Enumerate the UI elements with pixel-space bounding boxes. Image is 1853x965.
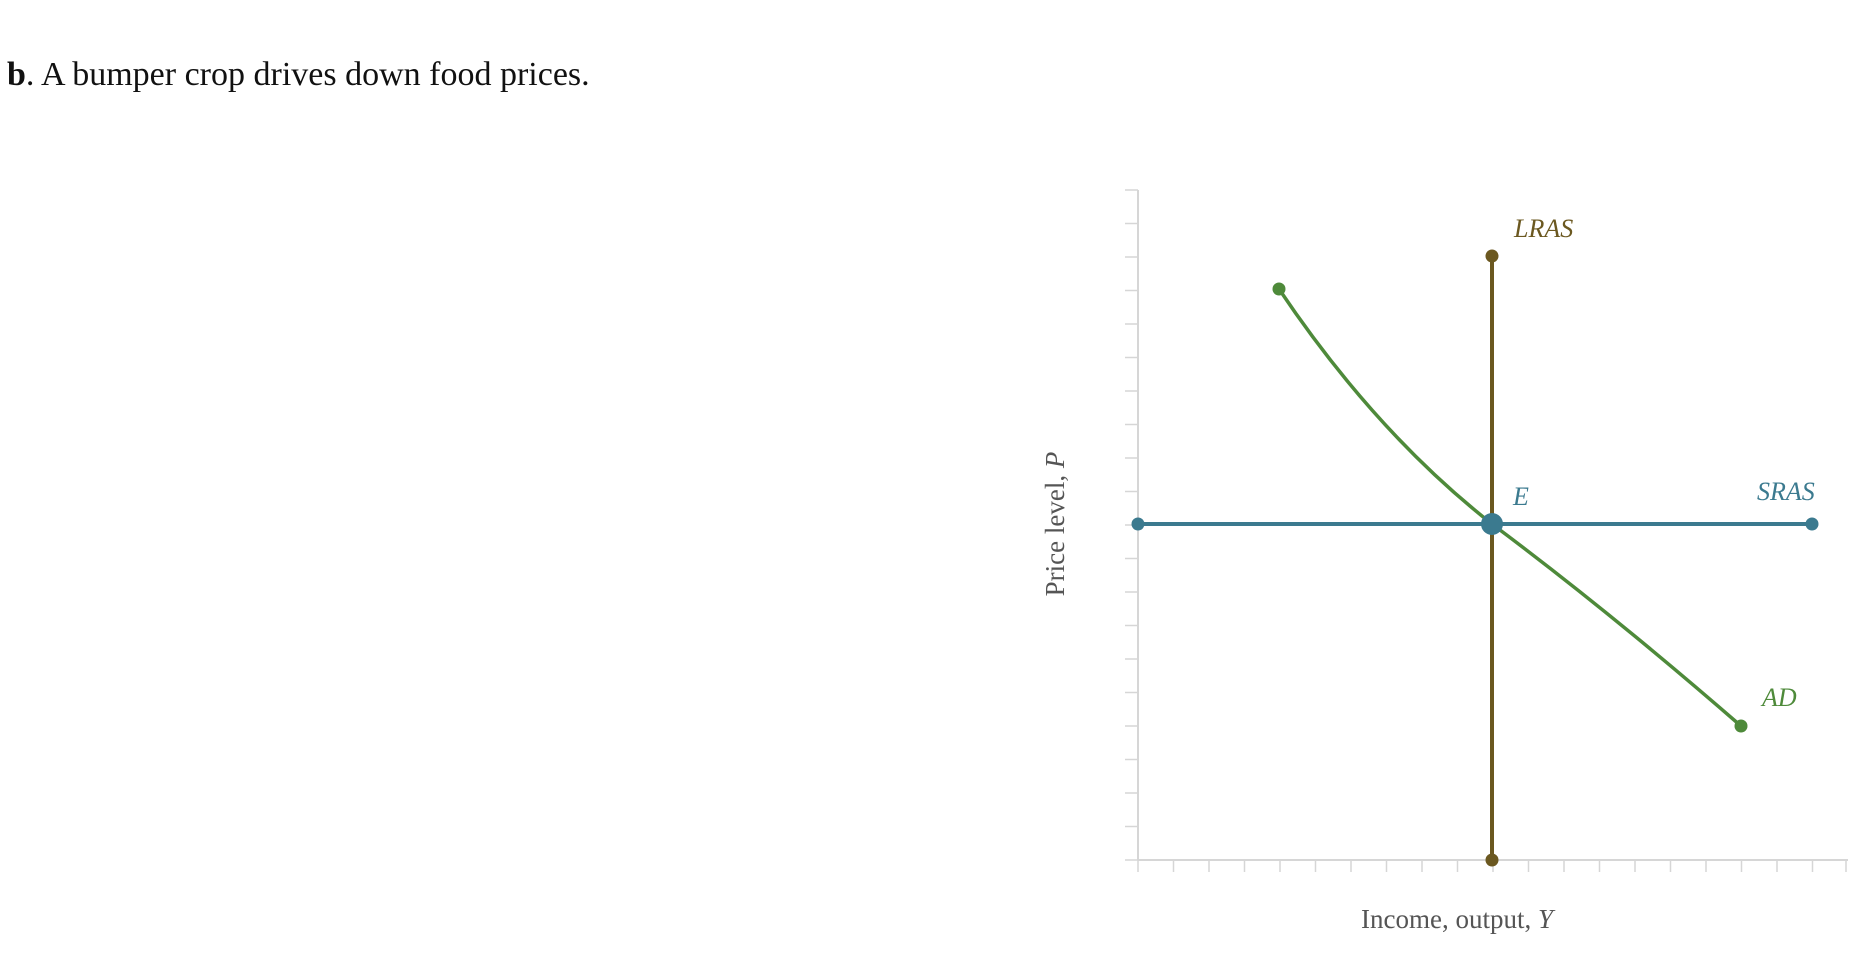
y-axis-text: Price level, xyxy=(1040,475,1070,596)
lras-label: LRAS xyxy=(1513,214,1573,243)
sras-label: SRAS xyxy=(1757,477,1815,506)
ad-endpoint xyxy=(1272,282,1286,296)
ad-label: AD xyxy=(1760,683,1797,712)
question-text: . A bumper crop drives down food prices. xyxy=(25,56,590,93)
ad-endpoint xyxy=(1734,719,1748,733)
question: b. A bumper crop drives down food prices… xyxy=(7,56,590,94)
equilibrium-label: E xyxy=(1512,482,1529,511)
sras-endpoint xyxy=(1131,517,1145,531)
ad-curve xyxy=(1277,288,1743,728)
y-axis-label: Price level, P xyxy=(1040,452,1070,597)
y-axis-symbol: P xyxy=(1040,452,1070,470)
x-axis-text: Income, output, xyxy=(1361,904,1531,934)
x-axis-label: Income, output, Y xyxy=(1361,904,1556,934)
lras-endpoint xyxy=(1485,853,1499,867)
sras-endpoint xyxy=(1805,517,1819,531)
equilibrium-point xyxy=(1481,513,1503,535)
ticks xyxy=(1125,189,1847,872)
lras-endpoint xyxy=(1485,249,1499,263)
x-axis-symbol: Y xyxy=(1538,904,1556,934)
question-label: b xyxy=(7,56,26,93)
